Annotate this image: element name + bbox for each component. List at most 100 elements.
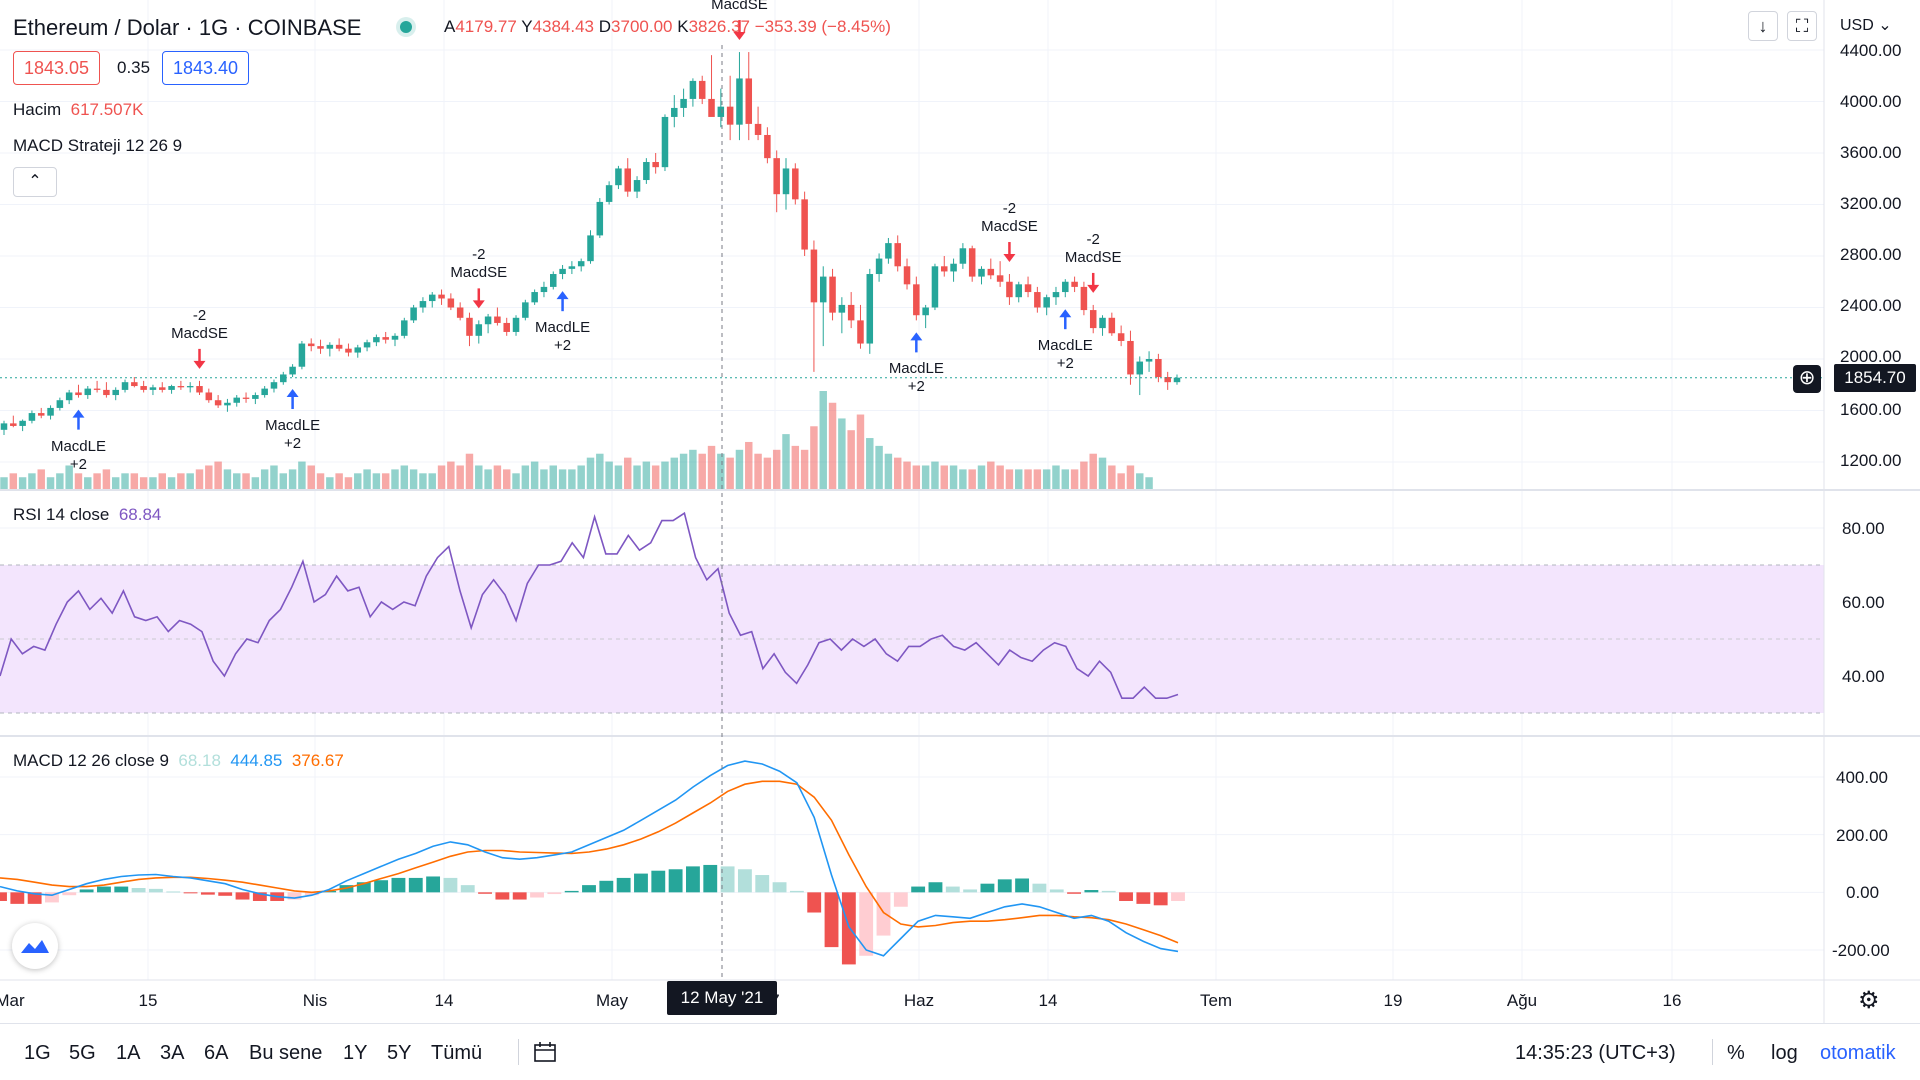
candle-up <box>615 165 622 190</box>
collapse-legend-button[interactable]: ⌃ <box>13 167 57 197</box>
macd-histogram-bar <box>1084 890 1099 893</box>
range-1y-button[interactable]: 1Y <box>343 1042 368 1064</box>
volume-bar <box>93 473 101 489</box>
range-ytd-button[interactable]: Bu sene <box>249 1042 323 1064</box>
fullscreen-button[interactable]: ⛶ <box>1787 11 1817 41</box>
rsi-axis-label: 60.00 <box>1842 593 1885 612</box>
date-range-icon[interactable] <box>533 1041 559 1071</box>
volume-bar <box>270 465 278 489</box>
volume-bar <box>18 477 27 489</box>
candle-down <box>792 163 799 205</box>
candle-body <box>801 199 808 250</box>
candle-up <box>512 315 520 336</box>
candle-up <box>401 317 408 339</box>
chevron-up-icon: ⌃ <box>28 173 42 190</box>
volume-bar <box>605 461 613 489</box>
candle-down <box>1080 281 1088 316</box>
toolbar-divider <box>518 1039 519 1065</box>
volume-bar <box>931 461 939 489</box>
price-axis-label: 3200.00 <box>1840 194 1902 213</box>
candle-up <box>186 382 194 393</box>
last-price-label: 1854.70 <box>1834 364 1916 392</box>
tradingview-logo[interactable] <box>12 923 58 969</box>
macd-histogram-bar <box>911 886 926 893</box>
range-5y-button[interactable]: 5Y <box>387 1042 412 1064</box>
range-all-button[interactable]: Tümü <box>431 1042 483 1064</box>
candle-body <box>84 388 92 396</box>
candle-up <box>363 339 371 352</box>
candle-body <box>1089 310 1097 329</box>
currency-select[interactable]: USD ⌄ <box>1840 11 1892 41</box>
candle-up <box>410 304 417 323</box>
volume-bar <box>372 473 381 489</box>
percent-scale-toggle[interactable]: % <box>1727 1042 1745 1064</box>
macd-histogram-bar <box>426 876 441 893</box>
candle-body <box>680 98 687 108</box>
candle-body <box>633 180 641 192</box>
macd-histogram-bar <box>1119 892 1133 901</box>
candle-body <box>577 261 585 267</box>
range-1d-button[interactable]: 1G <box>24 1042 51 1064</box>
volume-bar <box>233 473 241 489</box>
clock-time[interactable]: 14:35:23 (UTC+3) <box>1515 1042 1676 1064</box>
volume-bar <box>502 469 511 489</box>
volume-bar <box>745 441 753 489</box>
volume-bar <box>530 461 539 489</box>
range-3m-button[interactable]: 3A <box>160 1042 185 1064</box>
candle-body <box>968 248 976 277</box>
price-axis-label: 2000.00 <box>1840 347 1902 366</box>
volume-bar <box>670 457 679 489</box>
candle-body <box>550 274 557 287</box>
candle-down <box>764 127 771 164</box>
open-value: 4179.77 <box>455 17 517 36</box>
candle-up <box>112 387 119 401</box>
candle-up <box>233 395 240 407</box>
rsi-legend[interactable]: RSI 14 close 68.84 <box>13 505 161 525</box>
short-entry-qty: -2 <box>1086 230 1100 248</box>
short-entry-arrow-head <box>193 360 206 369</box>
candle-body <box>913 284 920 316</box>
candle-up <box>261 386 268 398</box>
auto-scale-toggle[interactable]: otomatik <box>1820 1042 1896 1064</box>
candle-body <box>819 276 827 303</box>
volume-bar <box>726 457 734 489</box>
range-1m-button[interactable]: 1A <box>116 1042 141 1064</box>
candle-up <box>224 398 231 412</box>
volume-label: Hacim <box>13 100 62 119</box>
long-entry-qty: +2 <box>284 435 302 453</box>
volume-bars <box>0 391 1153 489</box>
candle-down <box>93 380 101 393</box>
range-5d-button[interactable]: 5G <box>69 1042 96 1064</box>
macd-line <box>0 760 1179 957</box>
volume-bar <box>456 465 464 489</box>
buy-price-button[interactable]: 1843.40 <box>162 51 250 85</box>
settings-gear-icon[interactable]: ⚙ <box>1858 987 1880 1014</box>
candle-down <box>242 392 250 403</box>
add-alert-button[interactable]: ⊕ <box>1793 365 1821 393</box>
macd-legend[interactable]: MACD 12 26 close 9 68.18 444.85 376.67 <box>13 751 344 771</box>
sell-price-button[interactable]: 1843.05 <box>13 51 101 85</box>
download-button[interactable]: ↓ <box>1748 11 1778 41</box>
candle-body <box>1173 377 1181 383</box>
macd-histogram-bar <box>824 892 839 948</box>
candle-body <box>717 106 725 117</box>
macd-histogram-bar <box>945 886 960 893</box>
volume-bar <box>949 465 958 489</box>
candle-body <box>875 258 883 275</box>
price-axis-label: 2400.00 <box>1840 296 1902 315</box>
candle-up <box>633 176 641 199</box>
macd-histogram-bar <box>720 866 735 893</box>
macd-histogram-bar <box>218 892 233 896</box>
candle-body <box>373 337 380 343</box>
log-scale-toggle[interactable]: log <box>1771 1042 1798 1064</box>
symbol-title[interactable]: Ethereum / Dolar · 1G · COINBASE <box>13 15 362 40</box>
volume-legend[interactable]: Hacim 617.507K <box>13 100 143 120</box>
volume-bar <box>465 453 474 489</box>
candle-body <box>382 337 389 340</box>
price-axis-label: 2800.00 <box>1840 245 1902 264</box>
candle-body <box>10 423 17 426</box>
strategy-legend[interactable]: MACD Strateji 12 26 9 <box>13 136 183 155</box>
candle-down <box>103 382 110 398</box>
range-6m-button[interactable]: 6A <box>204 1042 229 1064</box>
